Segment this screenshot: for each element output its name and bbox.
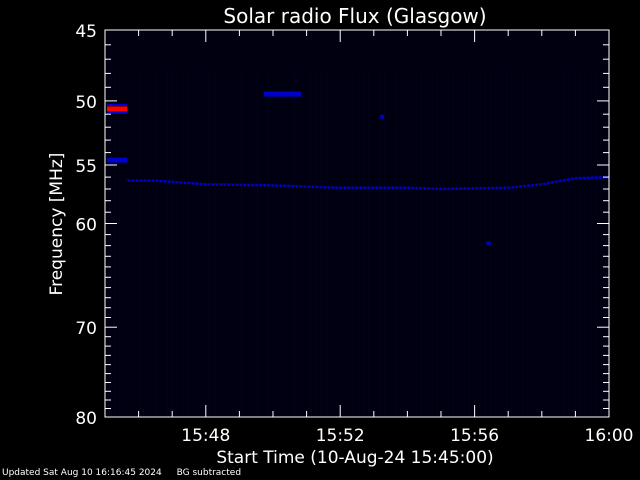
burst: [107, 106, 128, 112]
status-footer: Updated Sat Aug 10 16:16:45 2024 BG subt…: [2, 468, 253, 478]
vertical-streaks: [108, 70, 608, 417]
x-axis: 15:48 15:52 15:56 16:00: [104, 30, 634, 446]
y-tick-label: 80: [75, 409, 97, 429]
burst: [107, 157, 128, 163]
updated-timestamp: Updated Sat Aug 10 16:16:45 2024: [2, 468, 162, 478]
x-tick-label: 16:00: [585, 426, 634, 446]
burst-edge: [107, 103, 128, 106]
y-tick-label: 50: [75, 93, 97, 113]
chart-title: Solar radio Flux (Glasgow): [223, 4, 486, 28]
x-tick-label: 15:52: [316, 426, 365, 446]
y-tick-label: 55: [75, 157, 97, 177]
x-axis-label: Start Time (10-Aug-24 15:45:00): [216, 448, 493, 468]
processing-mode: BG subtracted: [176, 468, 242, 478]
y-tick-label: 45: [75, 22, 97, 42]
spot: [486, 241, 491, 246]
plot-area: [105, 30, 609, 417]
x-tick-label: 15:56: [450, 426, 499, 446]
x-tick-label: 15:48: [181, 426, 230, 446]
spot: [380, 114, 385, 119]
y-axis-label: Frequency [MHz]: [47, 153, 67, 296]
emission-band: [127, 175, 610, 191]
emission-features: [107, 91, 610, 246]
y-axis: 45 50 55 60 70 80: [75, 22, 609, 429]
burst: [263, 91, 301, 97]
y-tick-label: 70: [75, 319, 97, 339]
burst-edge: [107, 111, 128, 114]
y-tick-label: 60: [75, 216, 97, 236]
